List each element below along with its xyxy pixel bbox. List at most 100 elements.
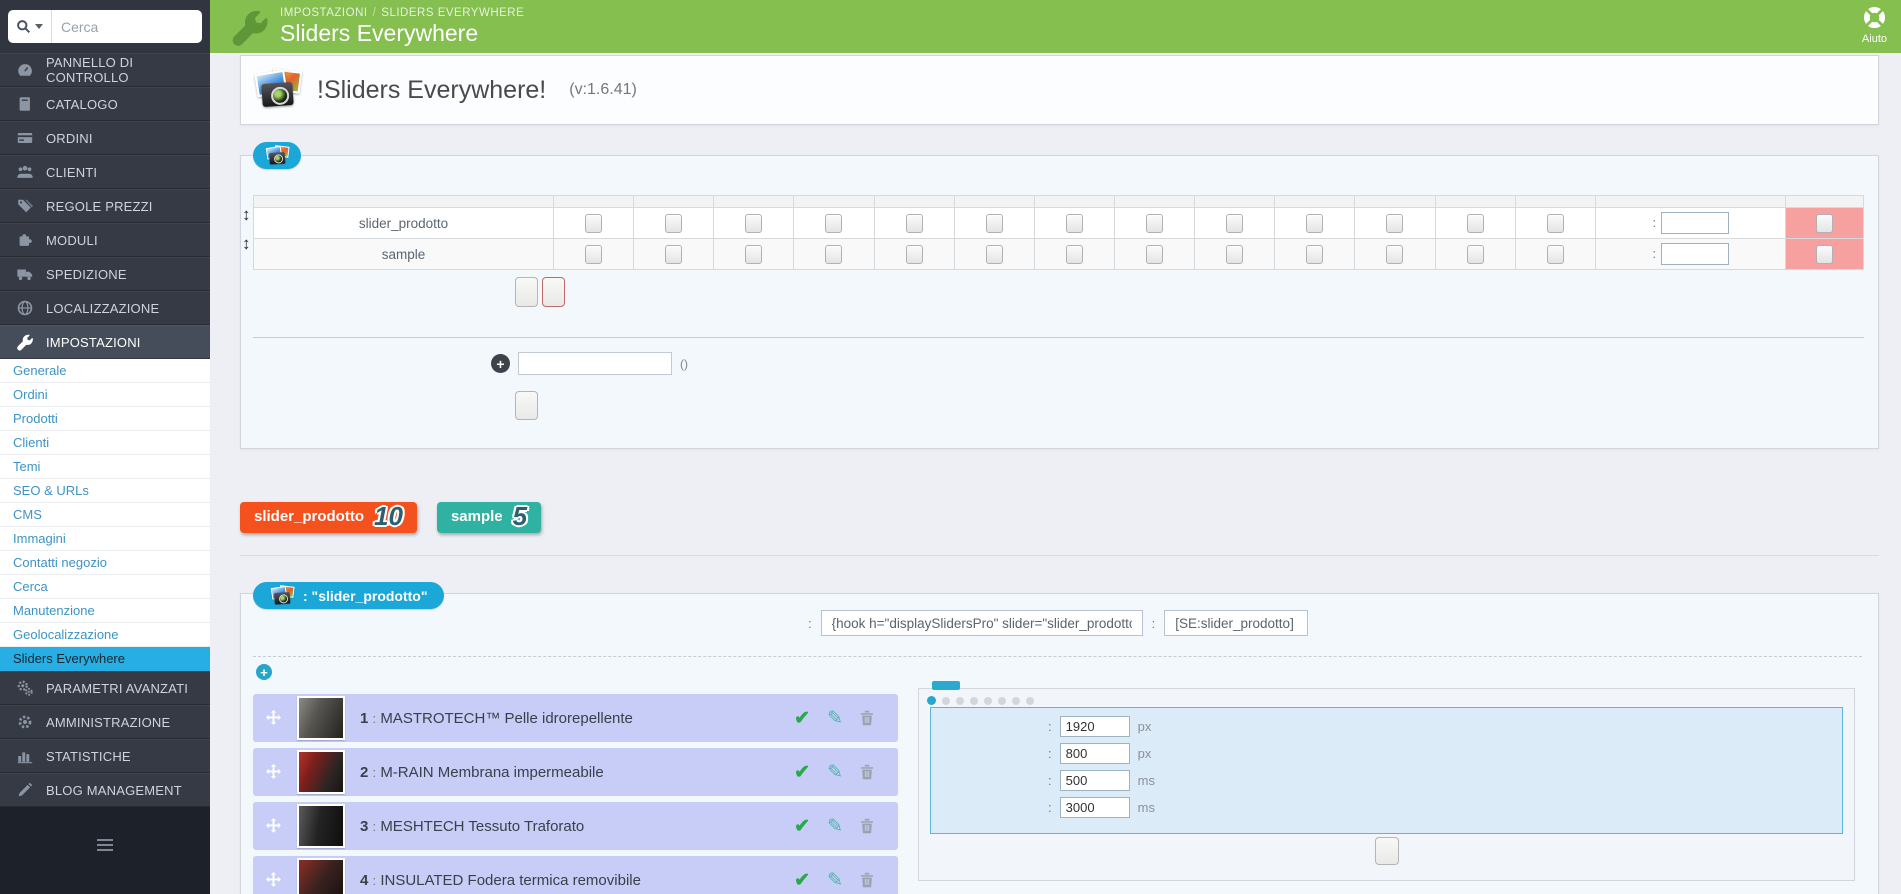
settings-dot[interactable] xyxy=(984,696,992,705)
hook-checkbox[interactable] xyxy=(905,244,923,264)
hook-checkbox[interactable] xyxy=(1306,244,1324,264)
submenu-item-cms[interactable]: CMS xyxy=(0,503,210,527)
submenu-item-maintenance[interactable]: Manutenzione xyxy=(0,599,210,623)
breadcrumb-page[interactable]: SLIDERS EVERYWHERE xyxy=(381,7,525,19)
submenu-item-sliders-everywhere[interactable]: Sliders Everywhere xyxy=(0,647,210,671)
sidebar-item-blog-management[interactable]: BLOG MANAGEMENT xyxy=(0,773,210,807)
slide-row-4[interactable]: 4 : INSULATED Fodera termica removibile … xyxy=(253,856,898,894)
add-slide-icon[interactable]: + xyxy=(256,664,272,681)
hook-checkbox[interactable] xyxy=(1466,244,1484,264)
help-button[interactable]: Aiuto xyxy=(1862,6,1887,46)
search-input[interactable] xyxy=(52,18,202,35)
delete-trash-icon[interactable] xyxy=(860,818,874,834)
hook-checkbox[interactable] xyxy=(585,213,603,233)
enable-check-icon[interactable]: ✔ xyxy=(794,815,811,837)
hook-checkbox[interactable] xyxy=(1146,244,1164,264)
hook-extra-input[interactable] xyxy=(1660,212,1729,234)
submenu-item-themes[interactable]: Temi xyxy=(0,455,210,479)
hooks-panel-tab[interactable] xyxy=(253,142,301,169)
sidebar-item-customers[interactable]: CLIENTI xyxy=(0,155,210,189)
sidebar-item-localization[interactable]: LOCALIZZAZIONE xyxy=(0,291,210,325)
sidebar-item-catalog[interactable]: CATALOGO xyxy=(0,87,210,121)
submenu-item-general[interactable]: Generale xyxy=(0,359,210,383)
delete-row-checkbox[interactable] xyxy=(1816,213,1833,233)
settings-tab-marker[interactable] xyxy=(932,681,960,691)
move-icon[interactable] xyxy=(265,763,282,781)
slider-panel-tab[interactable]: : "slider_prodotto" xyxy=(253,582,444,610)
save-hooks-button[interactable] xyxy=(515,277,538,307)
submenu-item-store-contacts[interactable]: Contatti negozio xyxy=(0,551,210,575)
breadcrumb-section[interactable]: IMPOSTAZIONI xyxy=(280,7,368,19)
hook-checkbox[interactable] xyxy=(985,244,1003,264)
move-icon[interactable] xyxy=(265,871,282,889)
delete-row-checkbox[interactable] xyxy=(1816,244,1833,264)
slide-row-3[interactable]: 3 : MESHTECH Tessuto Traforato ✔ ✎ xyxy=(253,802,898,851)
hook-checkbox[interactable] xyxy=(665,213,683,233)
save-settings-button[interactable] xyxy=(1374,837,1399,866)
hook-checkbox[interactable] xyxy=(1226,213,1244,233)
slide-row-2[interactable]: 2 : M-RAIN Membrana impermeabile ✔ ✎ xyxy=(253,748,898,797)
hook-checkbox[interactable] xyxy=(745,213,763,233)
slider-height-input[interactable] xyxy=(1059,743,1130,765)
transition-speed-input[interactable] xyxy=(1059,770,1130,792)
edit-pencil-icon[interactable]: ✎ xyxy=(827,761,843,783)
submenu-item-seo-urls[interactable]: SEO & URLs xyxy=(0,479,210,503)
sidebar-item-advanced-parameters[interactable]: PARAMETRI AVANZATI xyxy=(0,671,210,705)
sidebar-item-orders[interactable]: ORDINI xyxy=(0,121,210,155)
reset-hooks-button[interactable] xyxy=(542,277,565,307)
sidebar-item-shipping[interactable]: SPEDIZIONE xyxy=(0,257,210,291)
enable-check-icon[interactable]: ✔ xyxy=(794,869,811,891)
hook-checkbox[interactable] xyxy=(1306,213,1324,233)
add-slider-button[interactable] xyxy=(515,391,538,420)
hook-checkbox[interactable] xyxy=(585,244,603,264)
slider-width-input[interactable] xyxy=(1059,716,1130,738)
hook-checkbox[interactable] xyxy=(985,213,1003,233)
shortcode-input[interactable] xyxy=(1164,610,1309,637)
enable-check-icon[interactable]: ✔ xyxy=(794,707,811,729)
settings-dot[interactable] xyxy=(1012,696,1020,705)
search-scope-dropdown[interactable] xyxy=(8,10,52,43)
submenu-item-customers[interactable]: Clienti xyxy=(0,431,210,455)
new-slider-name-input[interactable] xyxy=(518,352,672,375)
hook-checkbox[interactable] xyxy=(1226,244,1244,264)
hook-checkbox[interactable] xyxy=(905,213,923,233)
edit-pencil-icon[interactable]: ✎ xyxy=(827,869,843,891)
submenu-item-geolocation[interactable]: Geolocalizzazione xyxy=(0,623,210,647)
submenu-item-products[interactable]: Prodotti xyxy=(0,407,210,431)
sidebar-item-dashboard[interactable]: PANNELLO DI CONTROLLO xyxy=(0,53,210,87)
submenu-item-search[interactable]: Cerca xyxy=(0,575,210,599)
hook-extra-input[interactable] xyxy=(1660,243,1729,265)
row-drag-handle[interactable]: ↕ xyxy=(242,234,251,253)
hook-checkbox[interactable] xyxy=(1386,213,1404,233)
move-icon[interactable] xyxy=(265,817,282,835)
edit-pencil-icon[interactable]: ✎ xyxy=(827,815,843,837)
settings-dot[interactable] xyxy=(970,696,978,705)
submenu-item-orders[interactable]: Ordini xyxy=(0,383,210,407)
hook-checkbox[interactable] xyxy=(1065,213,1083,233)
slide-row-1[interactable]: 1 : MASTROTECH™ Pelle idrorepellente ✔ ✎ xyxy=(253,694,898,743)
delete-trash-icon[interactable] xyxy=(860,872,874,888)
settings-dot[interactable] xyxy=(956,696,964,705)
collapse-menu-icon[interactable] xyxy=(97,839,113,851)
tag-slider-prodotto[interactable]: slider_prodotto 10 xyxy=(240,502,417,534)
move-icon[interactable] xyxy=(265,709,282,727)
search-box[interactable] xyxy=(8,10,202,43)
delete-trash-icon[interactable] xyxy=(860,764,874,780)
pause-time-input[interactable] xyxy=(1059,797,1130,819)
hook-code-input[interactable] xyxy=(820,610,1143,637)
sidebar-item-administration[interactable]: AMMINISTRAZIONE xyxy=(0,705,210,739)
hook-checkbox[interactable] xyxy=(1546,213,1564,233)
sidebar-item-modules[interactable]: MODULI xyxy=(0,223,210,257)
edit-pencil-icon[interactable]: ✎ xyxy=(827,707,843,729)
sidebar-item-price-rules[interactable]: REGOLE PREZZI xyxy=(0,189,210,223)
hook-checkbox[interactable] xyxy=(665,244,683,264)
hook-checkbox[interactable] xyxy=(825,213,843,233)
add-slider-icon[interactable]: + xyxy=(491,354,510,373)
hook-checkbox[interactable] xyxy=(825,244,843,264)
settings-dot[interactable] xyxy=(942,696,950,705)
hook-checkbox[interactable] xyxy=(1146,213,1164,233)
hook-checkbox[interactable] xyxy=(1065,244,1083,264)
settings-dot[interactable] xyxy=(998,696,1006,705)
tag-sample[interactable]: sample 5 xyxy=(436,502,542,534)
enable-check-icon[interactable]: ✔ xyxy=(794,761,811,783)
